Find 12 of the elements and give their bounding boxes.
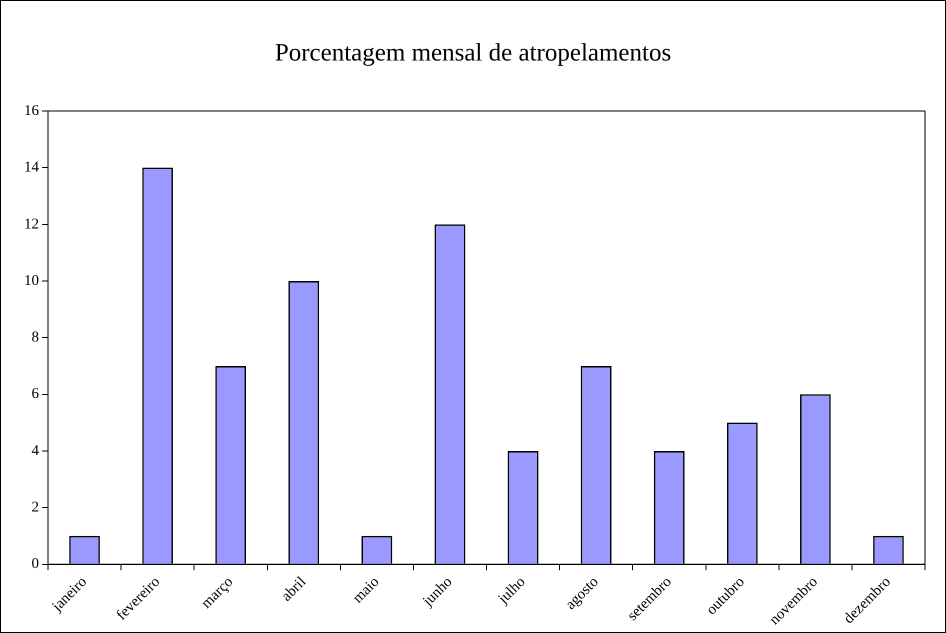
y-tick-label: 4 <box>32 442 40 459</box>
y-tick-label: 8 <box>32 330 39 346</box>
y-tick-label: 2 <box>32 500 39 516</box>
chart-title: Porcentagem mensal de atropelamentos <box>274 40 672 67</box>
y-tick-label: 10 <box>24 272 39 289</box>
y-tick-label: 16 <box>24 102 40 119</box>
x-tick-label: abril <box>278 574 310 605</box>
y-tick-label: 12 <box>24 216 39 232</box>
y-tick-label: 6 <box>32 386 40 402</box>
y-tick-label: 14 <box>24 160 40 176</box>
y-tick-label: 0 <box>32 556 39 572</box>
x-tick-label: maio <box>350 574 382 606</box>
